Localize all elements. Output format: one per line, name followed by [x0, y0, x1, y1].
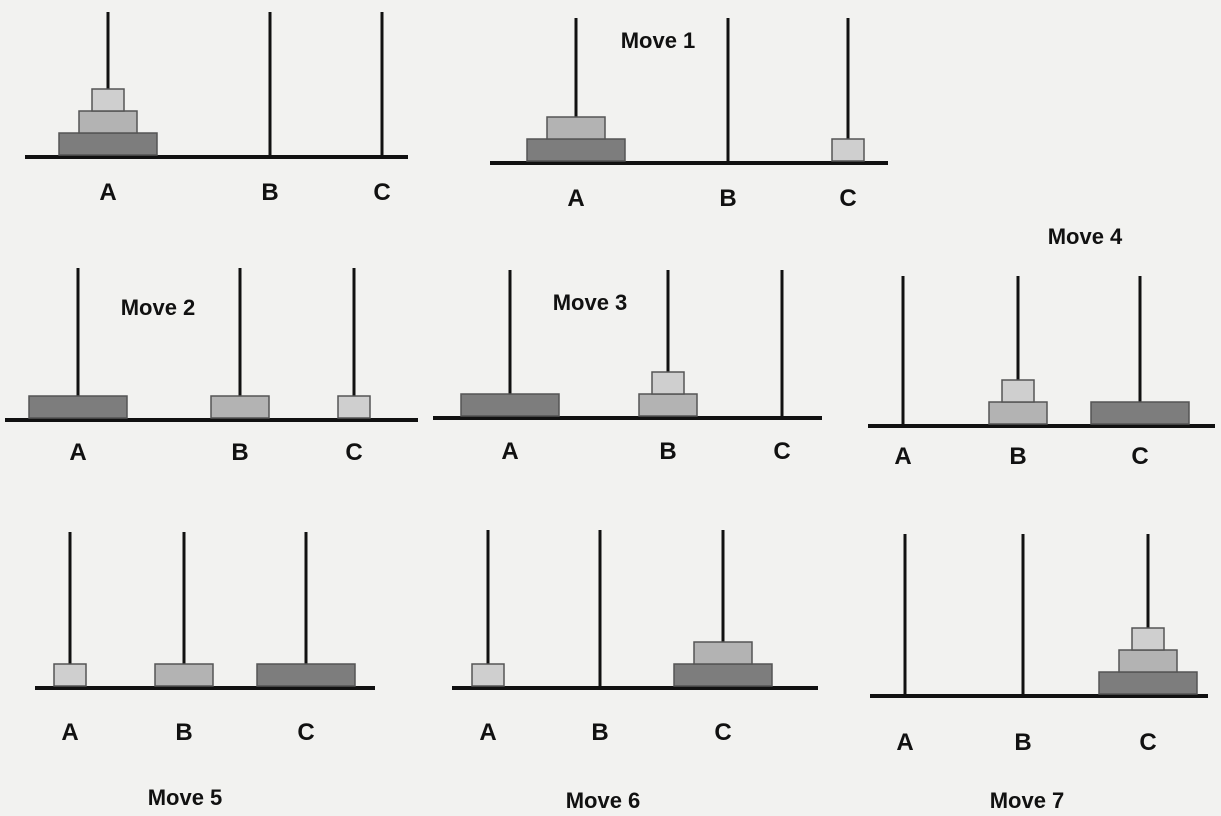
disk-small [1001, 379, 1035, 403]
peg-label-c: C [773, 438, 790, 465]
move-caption: Move 7 [990, 788, 1065, 813]
peg-label-b: B [261, 179, 278, 206]
peg-label-a: A [61, 719, 78, 746]
peg-label-b: B [719, 185, 736, 212]
peg-label-b: B [1009, 443, 1026, 470]
disk-small [337, 395, 371, 419]
disk-small [471, 663, 505, 687]
peg-label-a: A [894, 443, 911, 470]
disk-large [28, 395, 128, 419]
peg-label-a: A [69, 439, 86, 466]
disk-medium [210, 395, 270, 419]
peg-label-a: A [567, 185, 584, 212]
disk-large [673, 663, 773, 687]
peg-label-b: B [1014, 729, 1031, 756]
move-caption: Move 2 [121, 295, 196, 320]
disk-medium [693, 641, 753, 665]
peg-label-c: C [297, 719, 314, 746]
disk-large [58, 132, 158, 156]
peg-label-b: B [659, 438, 676, 465]
disk-large [1098, 671, 1198, 695]
peg-label-a: A [501, 438, 518, 465]
disk-large [526, 138, 626, 162]
disk-small [651, 371, 685, 395]
move-caption: Move 3 [553, 290, 628, 315]
disk-large [460, 393, 560, 417]
move-6-panel: A B C Move 6 [452, 530, 818, 813]
peg-label-c: C [1139, 729, 1156, 756]
move-caption: Move 6 [566, 788, 641, 813]
peg-label-c: C [1131, 443, 1148, 470]
move-3-panel: A B C Move 3 [433, 270, 822, 465]
peg-label-c: C [714, 719, 731, 746]
peg-label-a: A [896, 729, 913, 756]
disk-small [1131, 627, 1165, 651]
disk-medium [988, 401, 1048, 425]
peg-label-b: B [175, 719, 192, 746]
disk-medium [1118, 649, 1178, 673]
peg-label-c: C [345, 439, 362, 466]
disk-medium [154, 663, 214, 687]
move-4-panel: A B C Move 4 [868, 224, 1215, 470]
disk-small [91, 88, 125, 112]
disk-medium [78, 110, 138, 134]
peg-label-c: C [839, 185, 856, 212]
move-caption: Move 5 [148, 785, 223, 810]
move-2-panel: A B C Move 2 [5, 268, 418, 466]
move-caption: Move 1 [621, 28, 696, 53]
disk-small [831, 138, 865, 162]
disk-small [53, 663, 87, 687]
disk-medium [546, 116, 606, 140]
disk-large [1090, 401, 1190, 425]
disk-medium [638, 393, 698, 417]
peg-label-a: A [479, 719, 496, 746]
peg-label-b: B [231, 439, 248, 466]
move-caption: Move 4 [1048, 224, 1123, 249]
move-5-panel: A B C Move 5 [35, 532, 375, 810]
disk-large [256, 663, 356, 687]
peg-label-a: A [99, 179, 116, 206]
peg-label-b: B [591, 719, 608, 746]
initial-state-panel: A B C [25, 12, 408, 206]
move-1-panel: A B C Move 1 [490, 18, 888, 212]
peg-label-c: C [373, 179, 390, 206]
move-7-panel: A B C Move 7 [870, 534, 1208, 813]
